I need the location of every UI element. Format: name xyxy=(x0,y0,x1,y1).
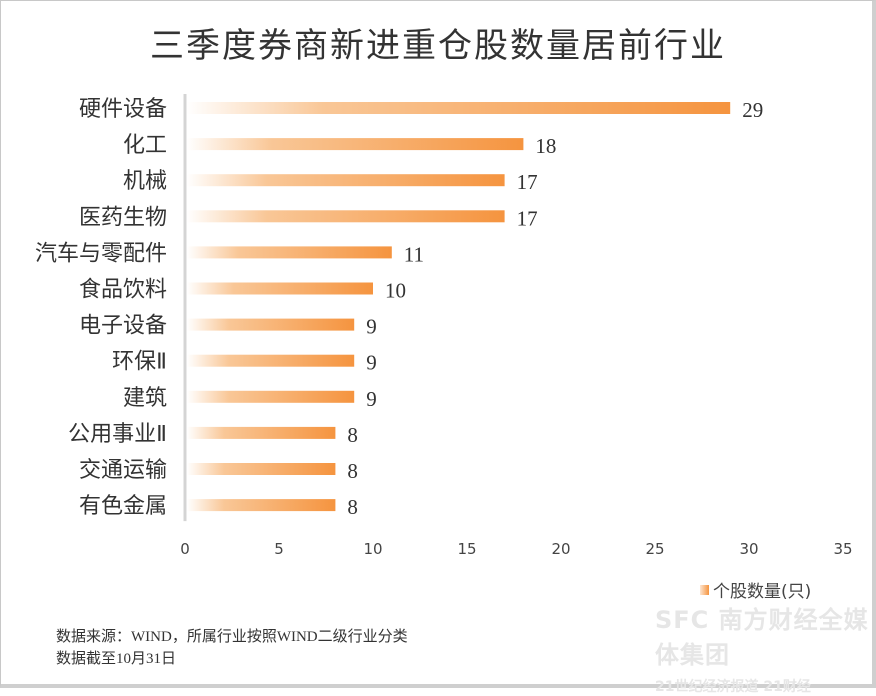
category-label: 环保Ⅱ xyxy=(112,349,167,374)
bar xyxy=(187,102,731,114)
category-label: 医药生物 xyxy=(79,204,167,229)
data-label: 8 xyxy=(347,495,358,519)
bar xyxy=(187,463,336,475)
category-label: 建筑 xyxy=(123,385,167,410)
bar xyxy=(187,390,355,403)
x-tick-label: 20 xyxy=(551,540,570,558)
data-label: 9 xyxy=(366,315,377,339)
category-label: 有色金属 xyxy=(79,493,167,518)
data-label: 18 xyxy=(535,134,556,158)
bar xyxy=(187,174,505,187)
bar xyxy=(187,318,355,331)
bar xyxy=(187,426,336,439)
bar xyxy=(187,499,336,512)
legend: 个股数量(只) xyxy=(700,577,811,602)
bar xyxy=(187,246,392,259)
x-tick-label: 10 xyxy=(363,540,382,558)
legend-swatch xyxy=(700,584,709,595)
category-label: 公用事业Ⅱ xyxy=(68,421,167,446)
category-label: 化工 xyxy=(123,132,167,157)
bar xyxy=(187,138,524,151)
data-label: 9 xyxy=(366,351,377,375)
category-label: 电子设备 xyxy=(79,313,167,338)
data-label: 8 xyxy=(347,459,358,483)
x-tick-label: 5 xyxy=(274,540,284,558)
x-tick-label: 25 xyxy=(645,540,664,558)
date-line: 数据截至10月31日 xyxy=(56,651,177,667)
source-line: 数据来源：WIND，所属行业按照WIND二级行业分类 xyxy=(56,629,408,645)
data-label: 29 xyxy=(742,98,763,122)
x-tick-label: 30 xyxy=(739,540,758,558)
legend-label: 个股数量(只) xyxy=(713,582,812,602)
x-tick-label: 15 xyxy=(457,540,476,558)
source-note: 数据来源：WIND，所属行业按照WIND二级行业分类 数据截至10月31日 xyxy=(56,626,408,670)
category-label: 机械 xyxy=(123,168,167,193)
data-label: 10 xyxy=(385,279,406,303)
chart-title: 三季度券商新进重仓股数量居前行业 xyxy=(150,28,726,65)
data-label: 17 xyxy=(517,170,538,194)
x-tick-label: 0 xyxy=(180,540,190,558)
data-label: 17 xyxy=(517,206,538,230)
category-label: 硬件设备 xyxy=(79,96,167,121)
data-label: 9 xyxy=(366,387,377,411)
watermark-logo: SFC 南方财经全媒体集团 21世纪经济报道 21财经 xyxy=(655,606,869,695)
category-label: 食品饮料 xyxy=(79,277,167,302)
x-tick-label: 35 xyxy=(833,540,852,558)
category-label: 汽车与零配件 xyxy=(35,240,167,265)
category-label: 交通运输 xyxy=(79,457,167,482)
bar xyxy=(187,282,373,295)
bar xyxy=(187,210,505,223)
bar xyxy=(187,354,355,367)
data-label: 8 xyxy=(347,423,358,447)
data-label: 11 xyxy=(404,242,424,266)
